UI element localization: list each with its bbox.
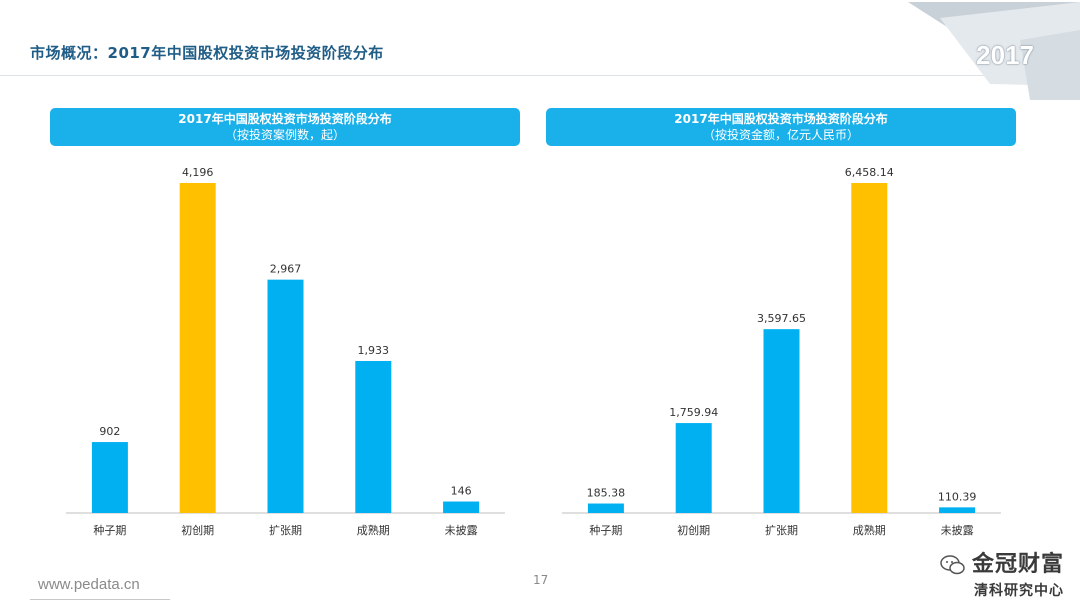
chart-2-title: 2017年中国股权投资市场投资阶段分布: [674, 112, 888, 126]
bar-1: [587, 503, 624, 513]
chart-1-title: 2017年中国股权投资市场投资阶段分布: [178, 112, 392, 126]
data-label-4: 6,458.14: [845, 166, 894, 179]
data-label-2: 1,759.94: [669, 406, 718, 419]
data-label-4: 1,933: [358, 344, 390, 357]
bar-4: [355, 360, 392, 513]
footer-url[interactable]: www.pedata.cn: [38, 576, 140, 593]
title-divider: [0, 75, 1080, 76]
bar-3: [267, 279, 304, 513]
category-label-4: 成熟期: [357, 523, 390, 537]
bar-1: [91, 442, 128, 513]
category-label-2: 初创期: [677, 523, 710, 537]
chart-1-subtitle: （按投资案例数，起）: [224, 128, 345, 142]
wechat-icon: [940, 555, 965, 575]
chart-1-header: 2017年中国股权投资市场投资阶段分布 （按投资案例数，起）: [50, 108, 520, 146]
category-label-3: 扩张期: [765, 523, 798, 537]
bar-4: [851, 183, 888, 513]
chart-2-header: 2017年中国股权投资市场投资阶段分布 （按投资金额，亿元人民币）: [546, 108, 1016, 146]
bar-2: [675, 423, 712, 513]
watermark-subtitle: 清科研究中心: [974, 583, 1064, 599]
data-label-3: 2,967: [270, 263, 302, 276]
bar-5: [939, 507, 976, 513]
data-label-1: 185.38: [587, 487, 626, 500]
category-label-5: 未披露: [941, 523, 974, 537]
category-label-4: 成熟期: [853, 523, 886, 537]
category-label-2: 初创期: [181, 523, 214, 537]
data-label-1: 902: [99, 425, 120, 438]
watermark-brand: 金冠财富: [971, 552, 1064, 577]
category-label-5: 未披露: [445, 523, 478, 537]
watermark: 金冠财富 清科研究中心: [940, 546, 1064, 600]
footer-divider: [30, 599, 170, 600]
category-label-1: 种子期: [589, 523, 622, 537]
page-number: 17: [533, 573, 549, 587]
data-label-5: 146: [451, 485, 472, 498]
category-label-1: 种子期: [93, 523, 126, 537]
data-label-2: 4,196: [182, 166, 214, 179]
chart-2-plot: 185.38 种子期 1,759.94 初创期 3,597.65 扩张期 6,458.14 成…: [562, 166, 1001, 537]
data-label-3: 3,597.65: [757, 312, 806, 325]
corner-year: 2017: [976, 40, 1034, 70]
bar-5: [443, 501, 480, 513]
bar-3: [763, 329, 800, 513]
data-label-5: 110.39: [938, 490, 977, 503]
page-title: 市场概况：2017年中国股权投资市场投资阶段分布: [30, 44, 384, 62]
corner-decoration: [908, 2, 1080, 100]
chart-1-plot: 902 种子期 4,196 初创期 2,967 扩张期 1,933 成熟期 146 未披露: [66, 166, 505, 537]
category-label-3: 扩张期: [269, 523, 302, 537]
bar-2: [179, 183, 216, 513]
chart-2-subtitle: （按投资金额，亿元人民币）: [702, 128, 859, 142]
